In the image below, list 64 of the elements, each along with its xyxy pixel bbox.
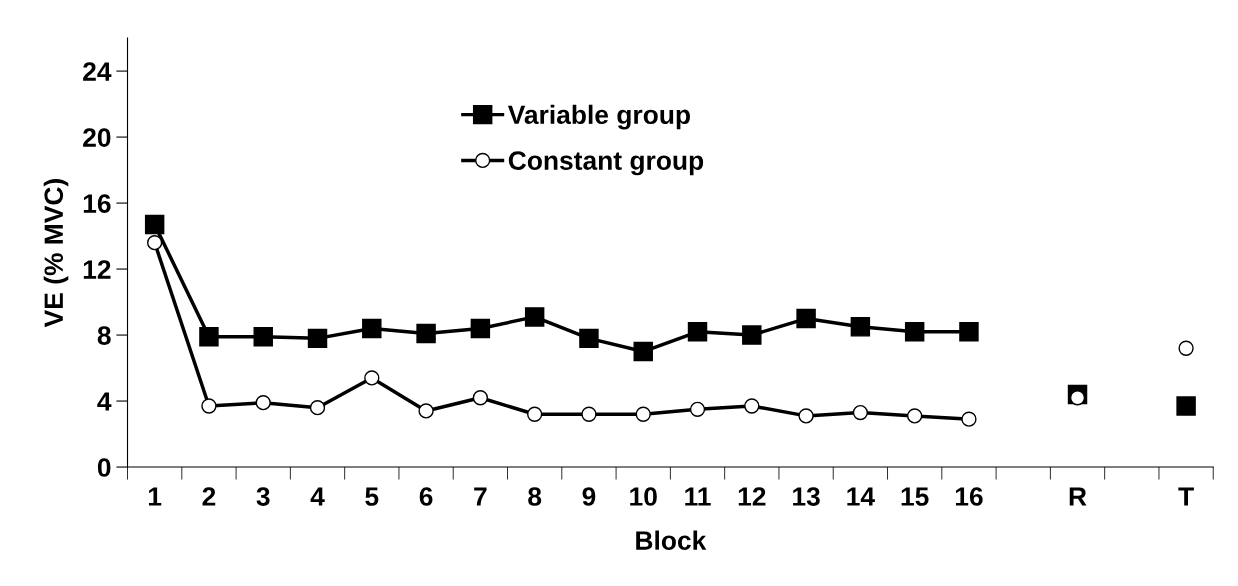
point xyxy=(581,406,597,422)
point xyxy=(144,214,165,235)
point xyxy=(418,403,434,419)
point xyxy=(904,322,925,342)
x-tick-label: 14 xyxy=(847,487,875,506)
x-tick-label: 3 xyxy=(256,487,270,506)
x-tick-label: 2 xyxy=(202,487,216,506)
y-tick-label: 20 xyxy=(83,128,111,147)
x-tick-label: 9 xyxy=(582,487,596,506)
point xyxy=(907,408,923,424)
y-axis-title: VE (% MVC) xyxy=(43,179,69,328)
point xyxy=(524,307,545,327)
point xyxy=(253,326,273,347)
x-tick-label: 12 xyxy=(738,487,766,506)
point xyxy=(1178,340,1194,356)
x-tick-label: 13 xyxy=(793,487,820,506)
point xyxy=(689,401,706,417)
legend-label: Variable group xyxy=(507,104,690,130)
x-tick-label: 11 xyxy=(685,487,711,506)
point xyxy=(579,328,599,349)
point xyxy=(850,317,871,337)
point xyxy=(796,308,816,329)
x-axis-title: Block xyxy=(636,530,707,550)
point xyxy=(309,400,326,416)
x-tick-label: 6 xyxy=(419,487,433,506)
point xyxy=(201,398,217,414)
point xyxy=(416,323,436,344)
y-tick-label: 0 xyxy=(97,458,111,477)
point xyxy=(633,341,653,362)
point xyxy=(742,325,762,345)
point xyxy=(744,398,760,414)
point xyxy=(199,326,219,347)
point xyxy=(852,404,869,421)
y-tick-label: 16 xyxy=(83,194,111,213)
point xyxy=(1069,390,1086,406)
point xyxy=(307,328,328,349)
point xyxy=(1176,396,1196,416)
x-tick-label: 4 xyxy=(310,487,325,506)
point xyxy=(147,235,163,251)
legend-label: Constant group xyxy=(508,151,704,176)
y-tick-label: 4 xyxy=(97,392,112,411)
point xyxy=(798,408,814,424)
x-tick-label: 10 xyxy=(630,487,657,506)
point xyxy=(472,390,489,406)
x-tick-label: R xyxy=(1069,487,1087,506)
x-tick-label: 1 xyxy=(148,487,162,506)
point xyxy=(364,370,380,386)
y-tick-label: 8 xyxy=(97,326,111,345)
y-tick-label: 24 xyxy=(83,62,112,81)
x-tick-label: 15 xyxy=(901,487,929,506)
x-tick-label: T xyxy=(1178,487,1194,506)
point xyxy=(470,318,491,339)
point xyxy=(961,411,977,427)
point xyxy=(362,318,382,339)
point xyxy=(635,406,651,422)
x-tick-label: 8 xyxy=(528,487,542,506)
point xyxy=(687,322,708,342)
point xyxy=(527,406,543,422)
point xyxy=(959,322,979,342)
y-tick-label: 12 xyxy=(83,260,111,279)
point xyxy=(255,395,271,411)
x-tick-label: 5 xyxy=(365,487,379,506)
x-tick-label: 16 xyxy=(955,487,983,506)
x-tick-label: 7 xyxy=(474,487,487,506)
